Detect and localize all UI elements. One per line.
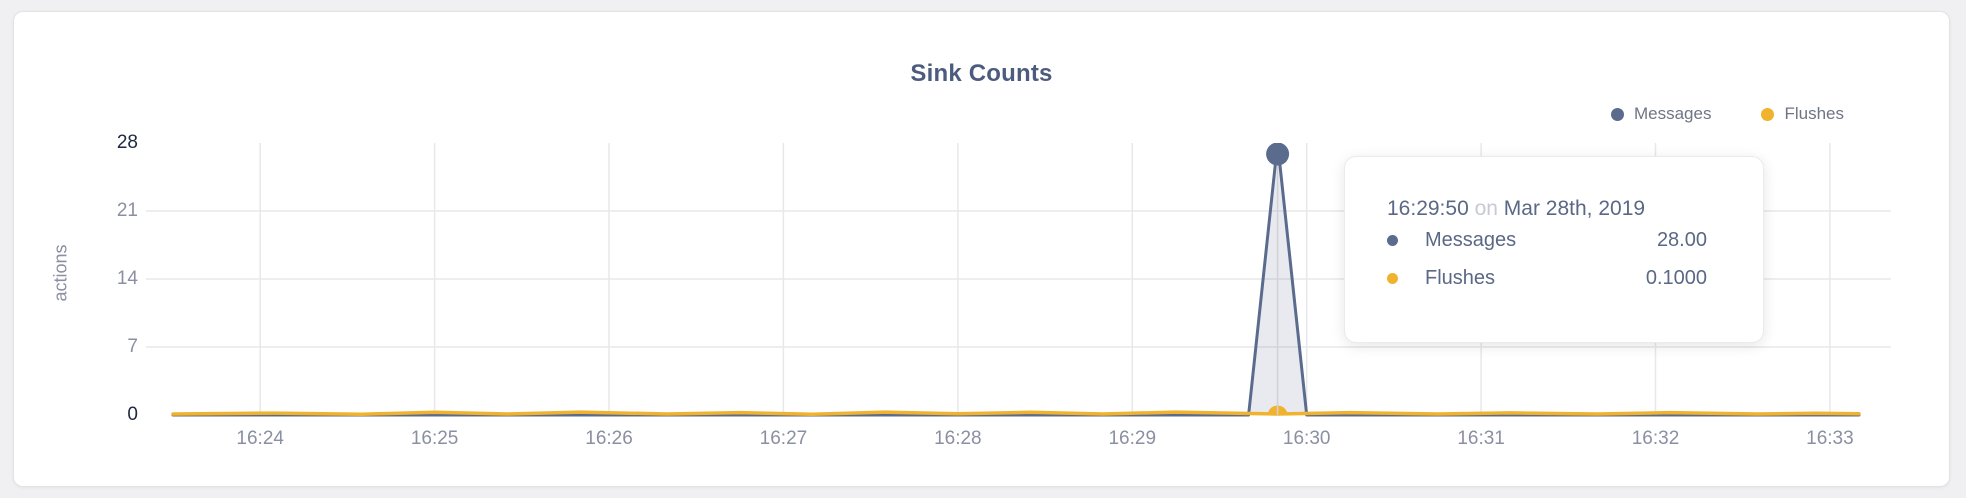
tooltip-series-label: Messages <box>1425 228 1517 251</box>
tooltip-row-flushes: Flushes 0.1000 <box>1387 259 1707 297</box>
tooltip-series-value: 28.00 <box>1656 228 1707 251</box>
y-tick-label: 0 <box>127 404 138 425</box>
y-tick-label: 14 <box>116 268 138 289</box>
x-tick-label: 16:26 <box>585 428 633 449</box>
chart-title: Sink Counts <box>910 60 1053 87</box>
x-tick-label: 16:25 <box>410 428 459 449</box>
x-tick-label: 16:30 <box>1282 428 1331 449</box>
flushes-line <box>171 410 1861 416</box>
tooltip-preposition: on <box>1474 197 1498 220</box>
chart-card: Sink Counts Messages Flushes actions 16:… <box>13 11 1950 487</box>
x-tick-label: 16:28 <box>934 428 982 449</box>
hover-tooltip: 16:29:50 on Mar 28th, 2019 Messages 28.0… <box>1344 156 1764 343</box>
legend-item-flushes[interactable]: Flushes <box>1761 104 1844 124</box>
x-tick-label: 16:27 <box>759 428 808 449</box>
messages-line <box>171 143 1861 417</box>
y-tick-label: 21 <box>116 200 138 221</box>
flushes-legend-dot-icon <box>1761 107 1775 121</box>
tooltip-date: Mar 28th, 2019 <box>1503 197 1646 220</box>
tooltip-series-label: Flushes <box>1425 266 1496 289</box>
legend: Messages Flushes <box>1610 104 1844 124</box>
legend-item-messages[interactable]: Messages <box>1610 104 1712 124</box>
x-tick-label: 16:29 <box>1108 428 1157 449</box>
messages-legend-dot-icon <box>1610 107 1624 121</box>
flushes-dot-icon <box>1387 272 1398 284</box>
x-tick-label: 16:31 <box>1457 428 1505 449</box>
tooltip-header: 16:29:50 on Mar 28th, 2019 <box>1387 197 1707 221</box>
y-tick-label: 7 <box>127 336 138 357</box>
tooltip-time: 16:29:50 <box>1387 197 1469 220</box>
x-tick-label: 16:32 <box>1631 428 1680 449</box>
messages-hover-dot <box>1266 143 1290 166</box>
legend-item-label: Messages <box>1633 104 1712 123</box>
x-tick-label: 16:33 <box>1806 428 1854 449</box>
legend-item-label: Flushes <box>1784 104 1844 123</box>
y-tick-label: 28 <box>116 132 138 153</box>
messages-dot-icon <box>1387 234 1398 246</box>
tooltip-row-messages: Messages 28.00 <box>1387 221 1707 259</box>
tooltip-series-value: 0.1000 <box>1645 266 1707 289</box>
x-tick-label: 16:24 <box>236 428 284 449</box>
